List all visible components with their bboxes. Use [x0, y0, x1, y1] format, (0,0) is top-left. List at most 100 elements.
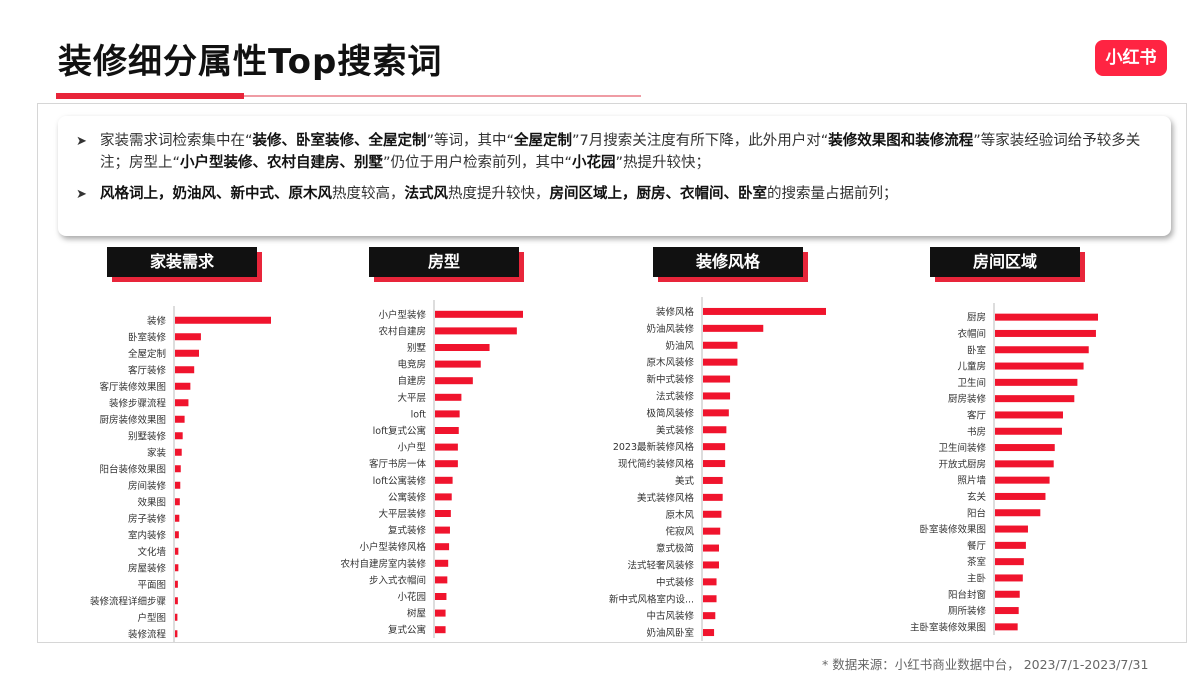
- category-label: 书房: [967, 426, 986, 438]
- category-label: 奶油风: [665, 340, 694, 352]
- bar: [703, 307, 826, 315]
- category-label: 大平层装修: [378, 508, 426, 520]
- category-label: loft公寓装修: [373, 475, 427, 487]
- summary-segment: 装修效果图和装修流程: [828, 133, 974, 149]
- category-label: loft复式公寓: [373, 425, 426, 437]
- bar: [995, 460, 1054, 468]
- category-label: 复式装修: [388, 525, 427, 537]
- bar: [175, 415, 185, 423]
- panel-tag-decor-style: 装修风格: [653, 247, 803, 277]
- summary-text-2: 风格词上，奶油风、新中式、原木风热度较高，法式风热度提升较快，房间区域上，厨房、…: [100, 183, 898, 206]
- category-label: 小户型: [397, 442, 426, 454]
- category-label: 极简风装修: [646, 407, 694, 419]
- bar: [703, 578, 717, 586]
- bar: [703, 358, 738, 366]
- category-label: 厨房装修效果图: [99, 414, 166, 426]
- bar: [175, 547, 179, 555]
- summary-segment: 热度提升较快，: [448, 186, 550, 202]
- bar: [995, 509, 1041, 517]
- bar: [435, 427, 459, 434]
- category-label: 原木风: [665, 509, 694, 521]
- bar: [703, 426, 727, 434]
- bar: [435, 443, 458, 451]
- bar: [175, 333, 201, 341]
- bar: [175, 465, 181, 473]
- summary-box: ➤ 家装需求词检索集中在“装修、卧室装修、全屋定制”等词，其中“全屋定制”7月搜…: [58, 116, 1171, 236]
- category-label: 客厅装修效果图: [99, 381, 166, 393]
- category-label: 奶油风装修: [646, 323, 694, 335]
- bar: [175, 316, 271, 324]
- bar: [175, 448, 182, 456]
- bar: [435, 609, 446, 617]
- bar: [703, 392, 731, 400]
- bar: [175, 498, 180, 506]
- bar: [995, 541, 1026, 549]
- bar: [435, 576, 448, 584]
- summary-segment: 风格词上，奶油风、新中式、原木风: [100, 186, 332, 202]
- category-label: 美式: [675, 475, 695, 487]
- bar: [175, 349, 199, 357]
- bar: [995, 411, 1063, 419]
- summary-segment: ”等词，其中“: [426, 133, 515, 149]
- category-label: 儿童房: [957, 361, 986, 373]
- data-source-footnote: * 数据来源：小红书商业数据中台， 2023/7/1-2023/7/31: [822, 657, 1149, 672]
- summary-segment: ”仍位于用户检索前列，其中“: [383, 155, 573, 171]
- category-label: 奶油风卧室: [646, 627, 694, 639]
- category-label: 室内装修: [128, 529, 167, 541]
- category-label: 树屋: [407, 608, 426, 620]
- bar: [175, 514, 180, 522]
- summary-segment: ”热提升较快；: [615, 155, 711, 171]
- category-label: 农村自建房: [378, 325, 426, 337]
- bar: [175, 564, 179, 572]
- category-label: 公寓装修: [388, 491, 427, 503]
- category-label: 文化墙: [137, 546, 166, 558]
- bar: [435, 493, 452, 501]
- panel-tag-house-type: 房型: [369, 247, 519, 277]
- category-label: 小户型装修: [378, 309, 426, 321]
- category-label: 卫生间装修: [938, 442, 986, 454]
- category-label: 装修: [147, 315, 167, 327]
- arrow-bullet-icon: ➤: [76, 134, 87, 149]
- category-label: 自建房: [397, 375, 426, 387]
- category-label: 厨房装修: [948, 393, 987, 405]
- bar: [435, 543, 450, 551]
- chart-home-demand: 装修卧室装修全屋定制客厅装修客厅装修效果图装修步骤流程厨房装修效果图别墅装修家装…: [90, 306, 271, 642]
- bar: [703, 341, 738, 349]
- bar: [175, 531, 179, 539]
- bar: [995, 492, 1046, 500]
- category-label: 客厅装修: [128, 364, 167, 376]
- category-label: 步入式衣帽间: [369, 574, 426, 586]
- bar: [703, 476, 723, 484]
- bar: [435, 310, 523, 318]
- category-label: 小户型装修风格: [359, 541, 426, 553]
- category-label: 房屋装修: [128, 562, 167, 574]
- bar: [703, 544, 719, 552]
- category-label: 别墅装修: [128, 430, 167, 442]
- bar: [435, 460, 458, 468]
- bar: [995, 346, 1089, 354]
- bar: [703, 443, 726, 451]
- category-label: 客厅: [967, 409, 987, 421]
- bar: [435, 393, 462, 401]
- category-label: 茶室: [967, 556, 986, 568]
- bar: [175, 580, 178, 588]
- category-label: 效果图: [137, 496, 166, 508]
- category-label: 大平层: [397, 392, 426, 404]
- bar: [435, 476, 453, 484]
- category-label: 主卧室装修效果图: [910, 621, 986, 633]
- bar: [175, 630, 178, 638]
- category-label: 美式装修: [656, 424, 695, 436]
- bar: [175, 481, 181, 489]
- category-label: 阳台: [967, 507, 986, 519]
- category-label: 农村自建房室内装修: [340, 558, 426, 570]
- category-label: 装修流程详细步骤: [90, 595, 166, 607]
- bar: [703, 510, 722, 518]
- bar: [995, 378, 1078, 386]
- bar: [703, 493, 723, 501]
- category-label: 卫生间: [957, 377, 986, 389]
- category-label: 卧室装修: [128, 331, 167, 343]
- bar: [435, 626, 446, 634]
- category-label: 主卧: [967, 572, 987, 584]
- bar: [995, 313, 1098, 321]
- bar: [703, 409, 729, 417]
